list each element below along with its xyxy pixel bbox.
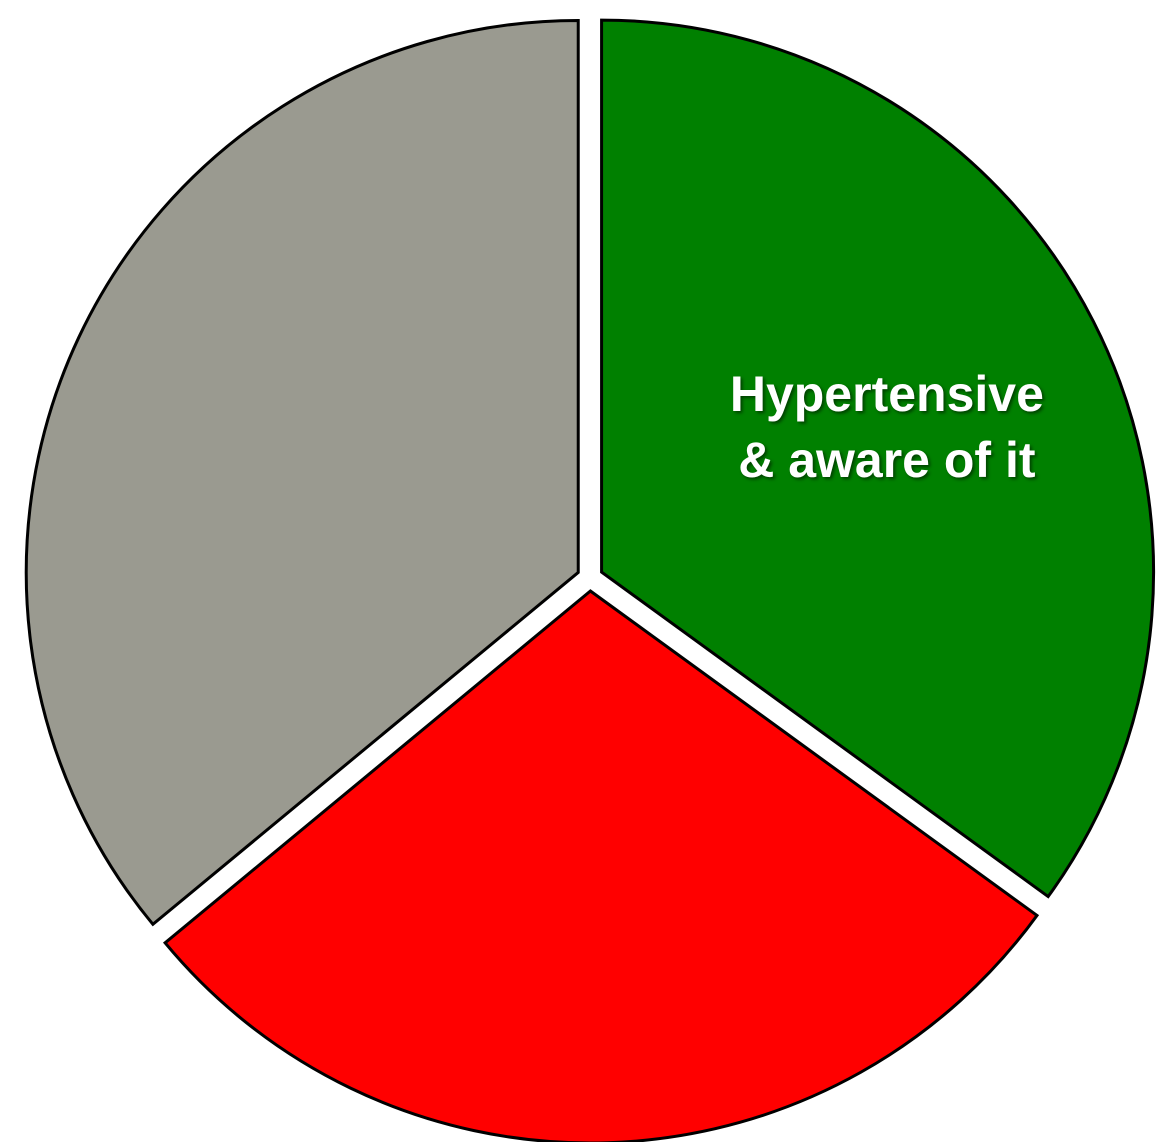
pie-slice: [600, 18, 1156, 899]
pie-slice: [162, 589, 1040, 1142]
slice-label: Hypertensive & aware of it: [729, 365, 1044, 488]
pie-slice: [24, 18, 580, 927]
